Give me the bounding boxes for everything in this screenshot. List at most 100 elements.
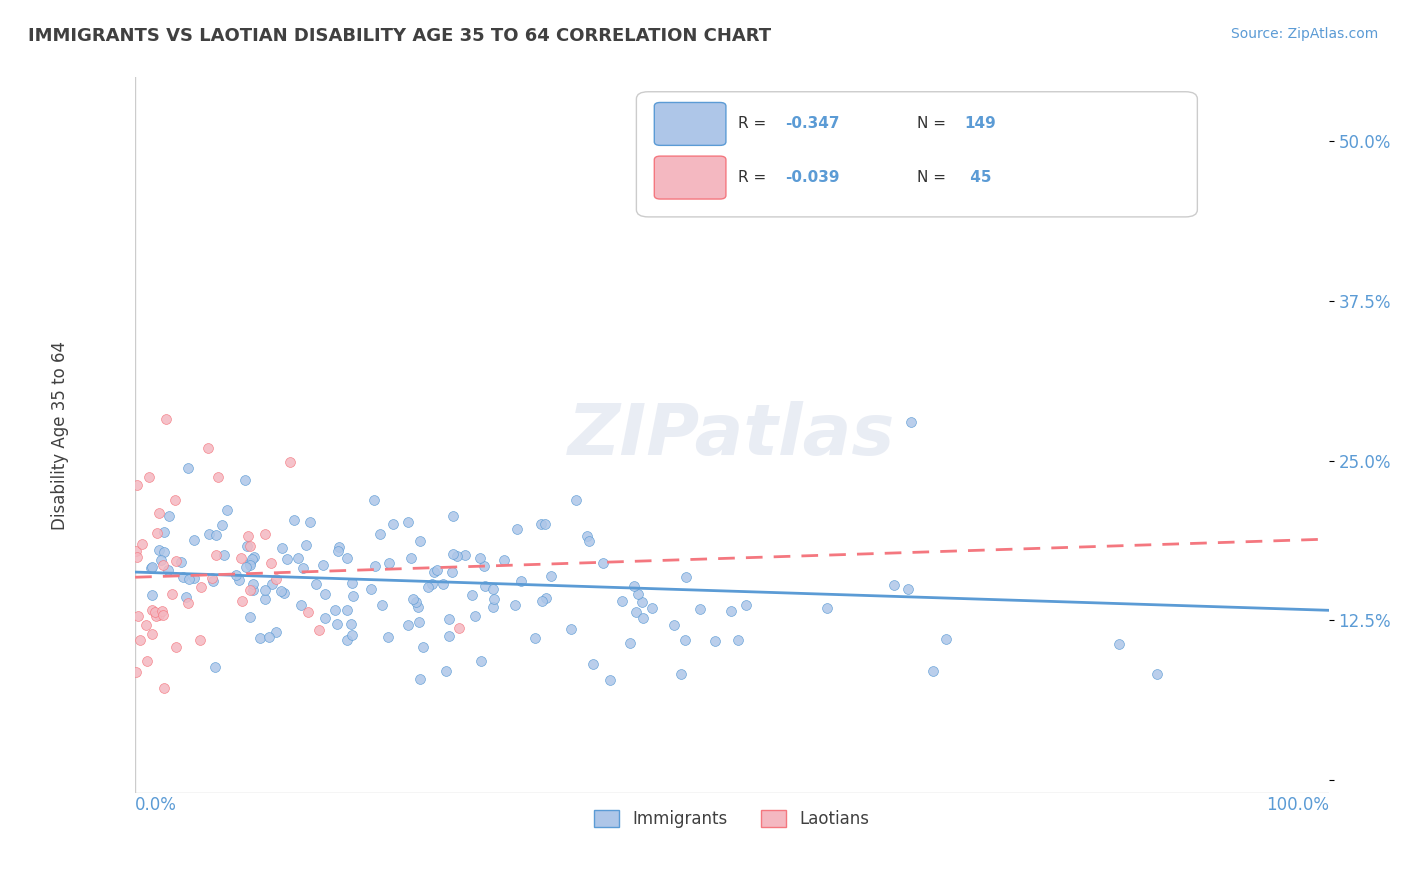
Point <box>735 599 758 613</box>
Point <box>727 632 749 647</box>
Point <box>449 621 471 635</box>
Point <box>197 441 219 455</box>
Point <box>599 673 621 688</box>
Point <box>233 473 256 487</box>
Point <box>198 527 221 541</box>
Point <box>273 585 295 599</box>
Point <box>340 616 363 631</box>
Point <box>530 516 553 531</box>
Point <box>217 503 239 517</box>
Point <box>336 633 359 648</box>
Point <box>627 587 650 601</box>
Point <box>188 632 211 647</box>
Point <box>578 534 600 549</box>
Point <box>125 544 148 558</box>
Point <box>370 527 392 541</box>
Point <box>141 627 163 641</box>
Legend: Immigrants, Laotians: Immigrants, Laotians <box>588 803 876 834</box>
Point <box>399 551 422 566</box>
Point <box>472 558 495 573</box>
Point <box>402 592 425 607</box>
Point <box>156 563 179 577</box>
Point <box>416 580 439 594</box>
Point <box>201 571 224 585</box>
Point <box>253 591 276 606</box>
Point <box>503 599 526 613</box>
Point <box>242 582 264 597</box>
Point <box>243 549 266 564</box>
Point <box>371 598 394 612</box>
Point <box>179 572 201 586</box>
Point <box>260 577 283 591</box>
Point <box>610 593 633 607</box>
Point <box>204 660 226 674</box>
Point <box>592 556 614 570</box>
Text: N =: N = <box>917 117 950 131</box>
Point <box>641 601 664 615</box>
Point <box>205 528 228 542</box>
Point <box>326 616 349 631</box>
Point <box>377 631 399 645</box>
Text: R =: R = <box>738 117 770 131</box>
Point <box>212 549 235 563</box>
Point <box>633 611 655 625</box>
Point <box>474 579 496 593</box>
Point <box>125 665 148 680</box>
Point <box>148 506 170 520</box>
Point <box>437 612 460 626</box>
Point <box>342 576 364 591</box>
Text: N =: N = <box>917 170 950 185</box>
Point <box>177 596 200 610</box>
Point <box>183 533 205 548</box>
Point <box>287 550 309 565</box>
FancyBboxPatch shape <box>654 103 725 145</box>
Point <box>145 525 167 540</box>
Point <box>150 553 173 567</box>
Point <box>623 579 645 593</box>
Point <box>229 550 252 565</box>
Point <box>239 582 262 597</box>
Point <box>363 559 385 574</box>
Point <box>468 551 491 566</box>
Point <box>242 577 264 591</box>
Point <box>454 548 477 562</box>
Point <box>174 590 197 604</box>
Point <box>328 544 350 558</box>
Point <box>235 559 257 574</box>
Point <box>125 478 148 492</box>
Point <box>162 587 184 601</box>
Point <box>897 582 920 596</box>
Point <box>224 568 246 582</box>
Point <box>236 540 259 554</box>
Point <box>257 631 280 645</box>
Text: R =: R = <box>738 170 770 185</box>
Point <box>228 573 250 587</box>
Point <box>900 415 922 429</box>
Text: Disability Age 35 to 64: Disability Age 35 to 64 <box>52 341 69 530</box>
Point <box>619 636 641 650</box>
Point <box>304 577 326 591</box>
Point <box>135 655 157 669</box>
Point <box>148 542 170 557</box>
Point <box>141 561 163 575</box>
Point <box>565 493 588 508</box>
Point <box>482 582 505 596</box>
Point <box>482 592 505 607</box>
Point <box>231 594 253 608</box>
Point <box>211 518 233 533</box>
Point <box>922 664 945 678</box>
Point <box>328 540 350 554</box>
Point <box>152 525 174 540</box>
Point <box>509 574 531 588</box>
Point <box>378 556 401 570</box>
Point <box>534 516 557 531</box>
Point <box>152 607 174 622</box>
Point <box>575 529 598 543</box>
Point <box>432 576 454 591</box>
Point <box>675 570 697 584</box>
FancyBboxPatch shape <box>637 92 1198 217</box>
Point <box>276 551 298 566</box>
Point <box>165 640 187 655</box>
Point <box>239 539 262 553</box>
Point <box>396 618 419 632</box>
